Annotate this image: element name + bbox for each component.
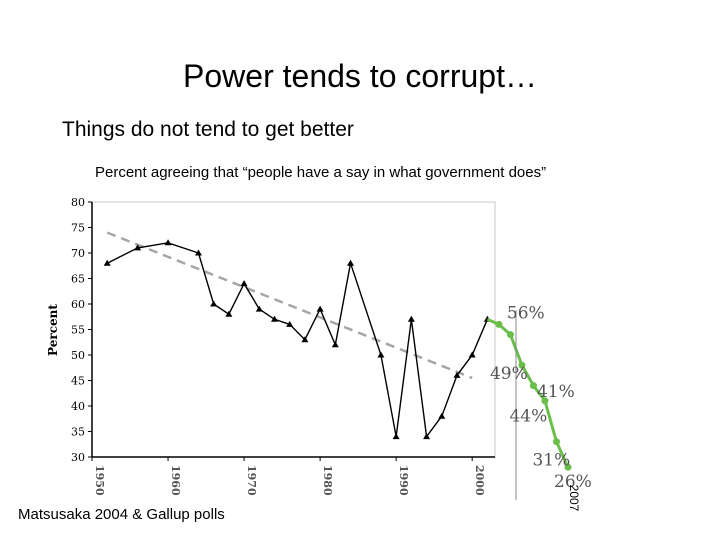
data-point xyxy=(347,259,355,266)
data-point xyxy=(286,320,294,327)
x-tick-label: 1990 xyxy=(397,465,410,496)
data-point xyxy=(438,412,446,419)
x-tick-labels: 1950 1960 1970 1980 1990 2000 xyxy=(91,457,486,496)
extension-label: 49% xyxy=(490,364,528,384)
slide-title: Power tends to corrupt… xyxy=(183,58,537,94)
y-tick-label: 80 xyxy=(71,196,85,209)
series-polyline xyxy=(106,242,489,439)
x-tick-label: 1950 xyxy=(93,465,106,496)
series-line xyxy=(103,239,491,440)
data-point xyxy=(407,315,415,322)
data-point xyxy=(468,351,476,358)
plot-frame xyxy=(91,201,496,458)
extension-label: 56% xyxy=(507,303,545,323)
data-point xyxy=(453,371,461,378)
x-tick-label: 1980 xyxy=(321,465,334,496)
data-point xyxy=(377,351,385,358)
source-note: Matsusaka 2004 & Gallup polls xyxy=(18,506,225,523)
y-axis-label: Percent xyxy=(46,304,60,356)
extension-point xyxy=(495,320,503,328)
y-tick-label: 35 xyxy=(71,426,85,439)
data-point xyxy=(423,433,431,440)
y-tick-label: 55 xyxy=(71,324,85,337)
data-point xyxy=(194,249,202,256)
extension-label: 31% xyxy=(532,451,570,471)
extension-point xyxy=(552,438,560,446)
y-tick-label: 40 xyxy=(71,400,85,413)
extension-line: 56% 49% 44% 41% 31%26% xyxy=(486,303,592,500)
y-tick-label: 70 xyxy=(71,247,85,260)
trend-line xyxy=(106,231,473,380)
extension-label: 41% xyxy=(537,382,575,402)
extension-point xyxy=(541,397,549,405)
x-tick-label: 1970 xyxy=(245,465,258,496)
data-point xyxy=(225,310,233,317)
trend-dashed-line xyxy=(106,231,473,380)
data-point xyxy=(240,280,248,287)
y-tick-label: 65 xyxy=(71,273,85,286)
y-tick-label: 60 xyxy=(71,298,85,311)
slide-subtitle: Things do not tend to get better xyxy=(62,118,354,141)
data-point xyxy=(255,305,263,312)
data-point xyxy=(210,300,218,307)
data-point xyxy=(103,259,111,266)
y-tick-label: 50 xyxy=(71,349,85,362)
y-tick-label: 75 xyxy=(71,222,85,235)
x-tick-label: 1960 xyxy=(169,465,182,496)
chart-axes xyxy=(91,201,496,458)
y-tick-label: 45 xyxy=(71,375,85,388)
data-point xyxy=(316,305,324,312)
extension-point xyxy=(529,382,537,390)
data-point xyxy=(164,239,172,246)
extension-point xyxy=(518,361,526,369)
data-point xyxy=(392,433,400,440)
y-tick-label: 30 xyxy=(71,451,85,464)
data-point xyxy=(270,315,278,322)
x-tick-label: 2000 xyxy=(473,465,486,496)
extension-label: 26% xyxy=(554,472,592,492)
end-year-label: 2007 xyxy=(567,485,581,512)
chart-title: Percent agreeing that “people have a say… xyxy=(95,164,547,181)
y-tick-labels: 80 75 70 65 60 55 50 45 40 35 30 xyxy=(71,196,92,464)
data-point xyxy=(301,336,309,343)
data-point xyxy=(134,244,142,251)
extension-label: 44% xyxy=(509,407,547,427)
extension-point xyxy=(564,463,572,471)
data-point xyxy=(331,341,339,348)
extension-point xyxy=(506,331,514,339)
